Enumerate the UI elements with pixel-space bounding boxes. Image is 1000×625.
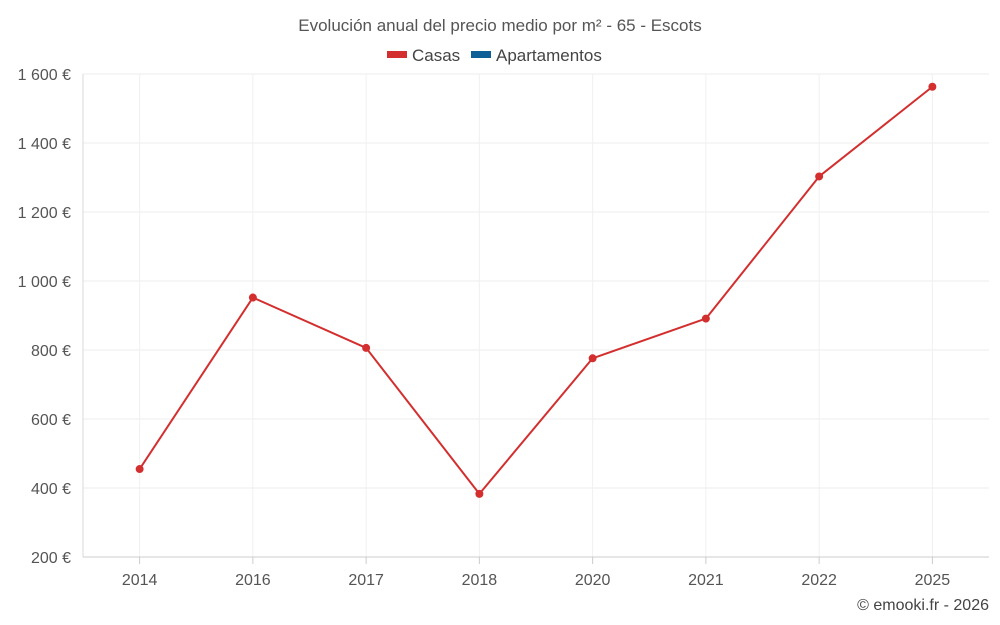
data-point[interactable] [928,82,937,91]
y-tick-label: 1 400 € [18,136,71,153]
x-axis: 2014 2016 2017 2018 2020 2021 2022 2025 [83,556,989,589]
x-tick-label: 2021 [688,572,724,589]
data-point[interactable] [701,314,710,323]
x-tick-label: 2014 [122,572,158,589]
x-tick-label: 2018 [462,572,498,589]
chart-title: Evolución anual del precio medio por m² … [298,16,701,35]
y-tick-label: 1 000 € [18,274,71,291]
y-tick-label: 400 € [31,481,71,498]
x-tick-label: 2022 [801,572,837,589]
data-point[interactable] [588,354,597,363]
chart-legend: Casas Apartamentos [387,46,602,65]
y-tick-label: 1 200 € [18,205,71,222]
x-tick-label: 2025 [915,572,951,589]
series-line-casas [138,85,934,495]
data-point[interactable] [362,343,371,352]
legend-label-apartamentos[interactable]: Apartamentos [496,46,602,65]
legend-label-casas[interactable]: Casas [412,46,460,65]
grid-lines [83,73,989,557]
y-axis: 200 € 400 € 600 € 800 € 1 000 € 1 200 € 1 400 … [18,67,84,567]
credit-text: © emooki.fr - 2026 [857,597,989,614]
data-point[interactable] [815,172,824,181]
data-point[interactable] [475,489,484,498]
data-point[interactable] [135,465,144,474]
data-point[interactable] [248,293,257,302]
x-tick-label: 2020 [575,572,611,589]
y-tick-label: 800 € [31,343,71,360]
series-casas [135,82,937,498]
legend-swatch-casas [387,51,407,58]
y-tick-label: 600 € [31,412,71,429]
x-tick-label: 2017 [348,572,384,589]
x-tick-label: 2016 [235,572,271,589]
y-tick-label: 200 € [31,550,71,567]
legend-swatch-apartamentos [471,51,491,58]
y-tick-label: 1 600 € [18,67,71,84]
